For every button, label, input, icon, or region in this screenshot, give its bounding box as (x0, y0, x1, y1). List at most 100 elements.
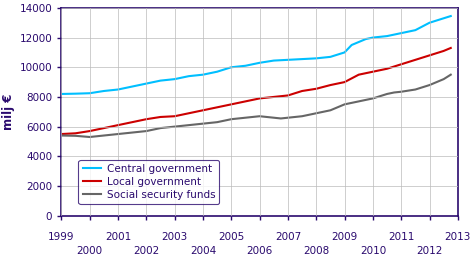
Text: 2006: 2006 (246, 246, 273, 256)
Central government (363, 38, 369, 41)
Text: 1999: 1999 (48, 232, 75, 242)
Social security funds (278, 117, 284, 120)
Central government (129, 85, 135, 88)
Social security funds (377, 95, 383, 98)
Central government (200, 73, 206, 76)
Local government (172, 115, 177, 118)
Social security funds (228, 118, 234, 121)
Central government (73, 92, 78, 95)
Text: 2002: 2002 (133, 246, 160, 256)
Social security funds (342, 103, 347, 106)
Central government (313, 57, 319, 60)
Local government (448, 46, 454, 49)
Local government (413, 58, 418, 62)
Local government (384, 67, 390, 70)
Text: 2012: 2012 (416, 246, 443, 256)
Local government (115, 124, 121, 127)
Local government (313, 87, 319, 90)
Social security funds (413, 88, 418, 91)
Text: 2003: 2003 (161, 232, 188, 242)
Social security funds (299, 115, 305, 118)
Text: 2001: 2001 (105, 232, 131, 242)
Social security funds (73, 134, 78, 137)
Text: 2009: 2009 (331, 232, 358, 242)
Social security funds (441, 78, 447, 81)
Line: Social security funds: Social security funds (61, 75, 451, 137)
Social security funds (115, 133, 121, 136)
Local government (73, 132, 78, 135)
Central government (59, 92, 64, 95)
Local government (186, 112, 192, 115)
Line: Local government: Local government (61, 48, 451, 134)
Central government (328, 55, 333, 58)
Central government (441, 17, 447, 20)
Local government (398, 63, 404, 66)
Local government (200, 109, 206, 112)
Social security funds (186, 124, 192, 127)
Social security funds (172, 125, 177, 128)
Central government (257, 61, 262, 64)
Central government (349, 43, 354, 47)
Text: 2013: 2013 (445, 232, 471, 242)
Y-axis label: milj €: milj € (2, 94, 16, 130)
Local government (129, 120, 135, 124)
Social security funds (214, 120, 220, 124)
Central government (158, 79, 163, 82)
Social security funds (243, 116, 248, 119)
Text: 2004: 2004 (190, 246, 216, 256)
Social security funds (200, 122, 206, 125)
Central government (448, 14, 454, 18)
Text: 2011: 2011 (388, 232, 414, 242)
Social security funds (328, 109, 333, 112)
Local government (427, 54, 432, 57)
Local government (342, 80, 347, 84)
Text: 2007: 2007 (275, 232, 301, 242)
Local government (228, 103, 234, 106)
Social security funds (129, 131, 135, 134)
Central government (172, 78, 177, 81)
Central government (228, 66, 234, 69)
Central government (285, 58, 291, 62)
Local government (59, 133, 64, 136)
Central government (356, 41, 362, 44)
Local government (257, 97, 262, 100)
Social security funds (59, 134, 64, 137)
Text: 2005: 2005 (218, 232, 244, 242)
Central government (143, 82, 149, 85)
Social security funds (370, 97, 376, 100)
Central government (214, 70, 220, 73)
Social security funds (143, 129, 149, 133)
Local government (143, 118, 149, 121)
Social security funds (87, 135, 93, 139)
Local government (87, 129, 93, 133)
Local government (356, 73, 362, 76)
Social security funds (101, 134, 107, 137)
Social security funds (158, 127, 163, 130)
Central government (87, 92, 93, 95)
Local government (328, 83, 333, 87)
Central government (271, 59, 277, 62)
Text: 2008: 2008 (303, 246, 329, 256)
Social security funds (391, 91, 397, 94)
Central government (186, 75, 192, 78)
Social security funds (271, 116, 277, 119)
Central government (115, 88, 121, 91)
Local government (299, 89, 305, 93)
Central government (413, 29, 418, 32)
Legend: Central government, Local government, Social security funds: Central government, Local government, So… (78, 160, 219, 204)
Social security funds (427, 83, 432, 87)
Social security funds (448, 73, 454, 76)
Central government (370, 36, 376, 39)
Local government (243, 100, 248, 103)
Social security funds (384, 92, 390, 95)
Social security funds (257, 115, 262, 118)
Central government (427, 21, 432, 24)
Local government (271, 95, 277, 99)
Central government (384, 34, 390, 38)
Social security funds (398, 90, 404, 93)
Local government (370, 70, 376, 73)
Line: Central government: Central government (61, 16, 451, 94)
Central government (342, 51, 347, 54)
Local government (441, 49, 447, 53)
Social security funds (285, 116, 291, 119)
